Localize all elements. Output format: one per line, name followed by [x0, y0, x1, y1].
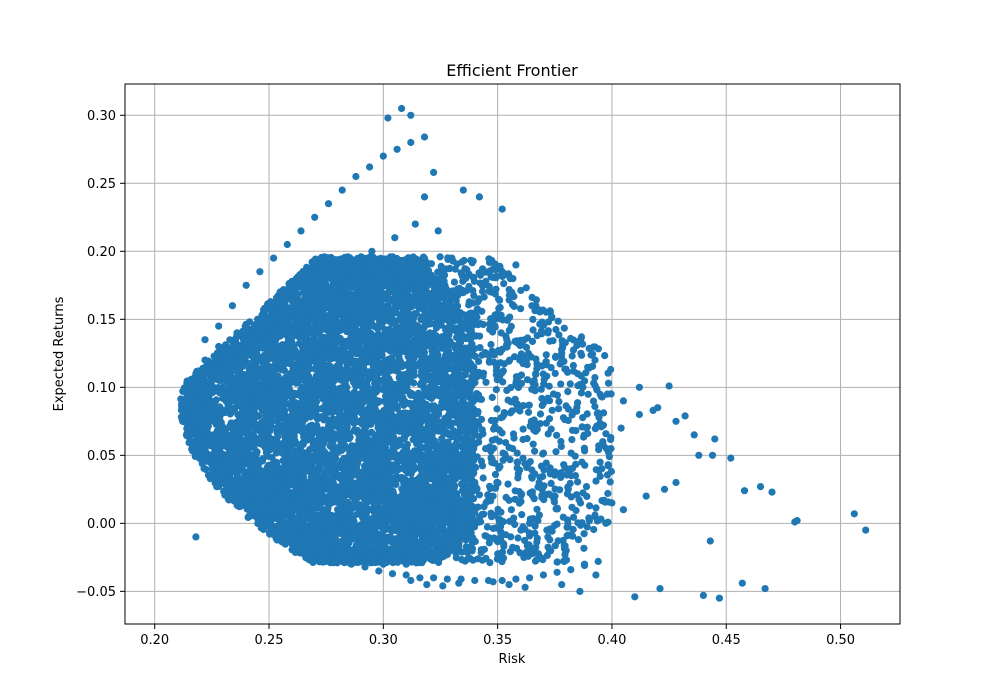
scatter-point [523, 376, 532, 384]
scatter-point [499, 378, 507, 386]
scatter-point [475, 491, 483, 499]
scatter-point [434, 268, 442, 276]
scatter-point [522, 343, 531, 351]
scatter-point [569, 361, 578, 370]
scatter-point [446, 264, 454, 272]
scatter-point [552, 325, 560, 334]
scatter-point [509, 430, 518, 438]
scatter-point [596, 472, 604, 480]
scatter-point [496, 462, 504, 471]
scatter-point [601, 352, 609, 360]
scatter-point [204, 471, 213, 479]
scatter-point [493, 405, 501, 413]
scatter-point [592, 504, 600, 512]
scatter-point [521, 536, 529, 545]
scatter-point [589, 397, 598, 405]
scatter-point [498, 558, 506, 566]
scatter-point [478, 426, 486, 434]
scatter-point [519, 425, 527, 433]
scatter-point [486, 443, 494, 451]
scatter-point [497, 329, 505, 337]
scatter-point [507, 322, 515, 330]
scatter-point [495, 295, 503, 303]
scatter-point [482, 378, 490, 386]
scatter-point [491, 416, 499, 425]
scatter-point [583, 523, 591, 531]
scatter-point [571, 452, 579, 460]
scatter-point [557, 442, 565, 450]
scatter-point [591, 402, 599, 411]
scatter-point [586, 502, 594, 510]
scatter-point [577, 349, 585, 357]
scatter-point [517, 305, 525, 313]
scatter-point [529, 326, 537, 334]
scatter-point [535, 306, 543, 314]
scatter-point [595, 446, 603, 454]
scatter-point [498, 548, 507, 556]
scatter-point [566, 380, 574, 388]
scatter-point [596, 458, 604, 466]
scatter-point [592, 477, 600, 485]
scatter-point [552, 448, 560, 456]
data-points [177, 104, 870, 602]
scatter-point [584, 429, 592, 438]
scatter-point [540, 466, 548, 474]
scatter-point [524, 408, 533, 416]
scatter-point [604, 369, 612, 377]
scatter-point [488, 393, 496, 401]
scatter-point [568, 436, 576, 444]
scatter-point [486, 559, 494, 567]
scatter-point [549, 337, 557, 345]
scatter-point [503, 386, 511, 394]
scatter-point [500, 409, 508, 417]
scatter-point [584, 390, 592, 398]
scatter-point [580, 544, 588, 552]
scatter-point [564, 388, 572, 396]
scatter-point [476, 344, 484, 352]
scatter-point [555, 405, 563, 413]
scatter-point [491, 470, 500, 478]
scatter-point [557, 380, 565, 388]
scatter-point [531, 522, 539, 530]
scatter-point [504, 396, 512, 404]
scatter-point [601, 498, 609, 506]
scatter-point [476, 332, 484, 340]
scatter-point [528, 337, 537, 345]
scatter-point [551, 369, 559, 377]
scatter-point [504, 480, 512, 488]
scatter-point [514, 534, 522, 542]
scatter-point [450, 278, 458, 286]
scatter-point [474, 503, 482, 511]
scatter-point [551, 353, 560, 361]
scatter-point [515, 372, 523, 381]
scatter-point [553, 431, 561, 439]
scatter-point [547, 425, 555, 433]
scatter-point [575, 496, 583, 504]
scatter-point [604, 379, 613, 387]
scatter-point [505, 357, 513, 365]
scatter-point [594, 345, 603, 353]
scatter-point [582, 424, 590, 432]
scatter-point [602, 430, 610, 438]
scatter-point [477, 457, 485, 465]
scatter-point [502, 439, 510, 447]
scatter-point [486, 325, 494, 333]
scatter-point [522, 284, 530, 292]
scatter-point [517, 286, 525, 295]
chart-title: Efficient Frontier [446, 61, 578, 80]
scatter-point [536, 410, 545, 418]
scatter-point [555, 398, 563, 406]
